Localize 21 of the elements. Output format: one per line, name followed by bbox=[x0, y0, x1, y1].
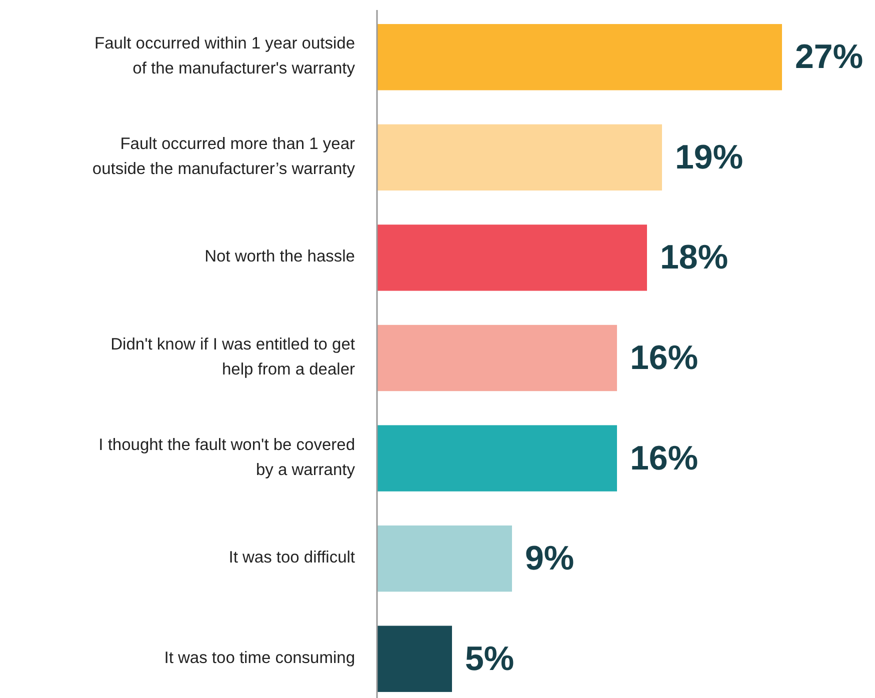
y-tick-label: Fault occurred within 1 year outside of the manufacturer's warranty bbox=[94, 34, 356, 78]
y-tick-label: Not worth the hassle bbox=[204, 248, 355, 266]
y-tick-label: It was too time consuming bbox=[164, 649, 355, 668]
bar bbox=[377, 525, 512, 592]
data-label: 18% bbox=[660, 238, 728, 277]
bar bbox=[377, 626, 452, 692]
y-tick-label: It was too difficult bbox=[228, 548, 356, 567]
data-label: 16% bbox=[630, 339, 698, 377]
y-tick-label: Didn't know if I was entitled to get help from a dealer bbox=[110, 336, 356, 379]
data-label: 16% bbox=[630, 439, 698, 478]
bar bbox=[377, 24, 782, 90]
data-label: 9% bbox=[525, 540, 574, 578]
bar bbox=[377, 124, 662, 191]
bar bbox=[377, 224, 647, 291]
data-label: 19% bbox=[675, 138, 744, 176]
bar bbox=[377, 425, 617, 492]
y-tick-label: I thought the fault won't be covered by a warranty bbox=[98, 436, 356, 480]
y-tick-label: Fault occurred more than 1 year outside the manufacturer’s warranty bbox=[92, 135, 356, 178]
data-label: 27% bbox=[795, 38, 864, 76]
data-label: 5% bbox=[465, 640, 514, 678]
bar bbox=[377, 324, 617, 392]
